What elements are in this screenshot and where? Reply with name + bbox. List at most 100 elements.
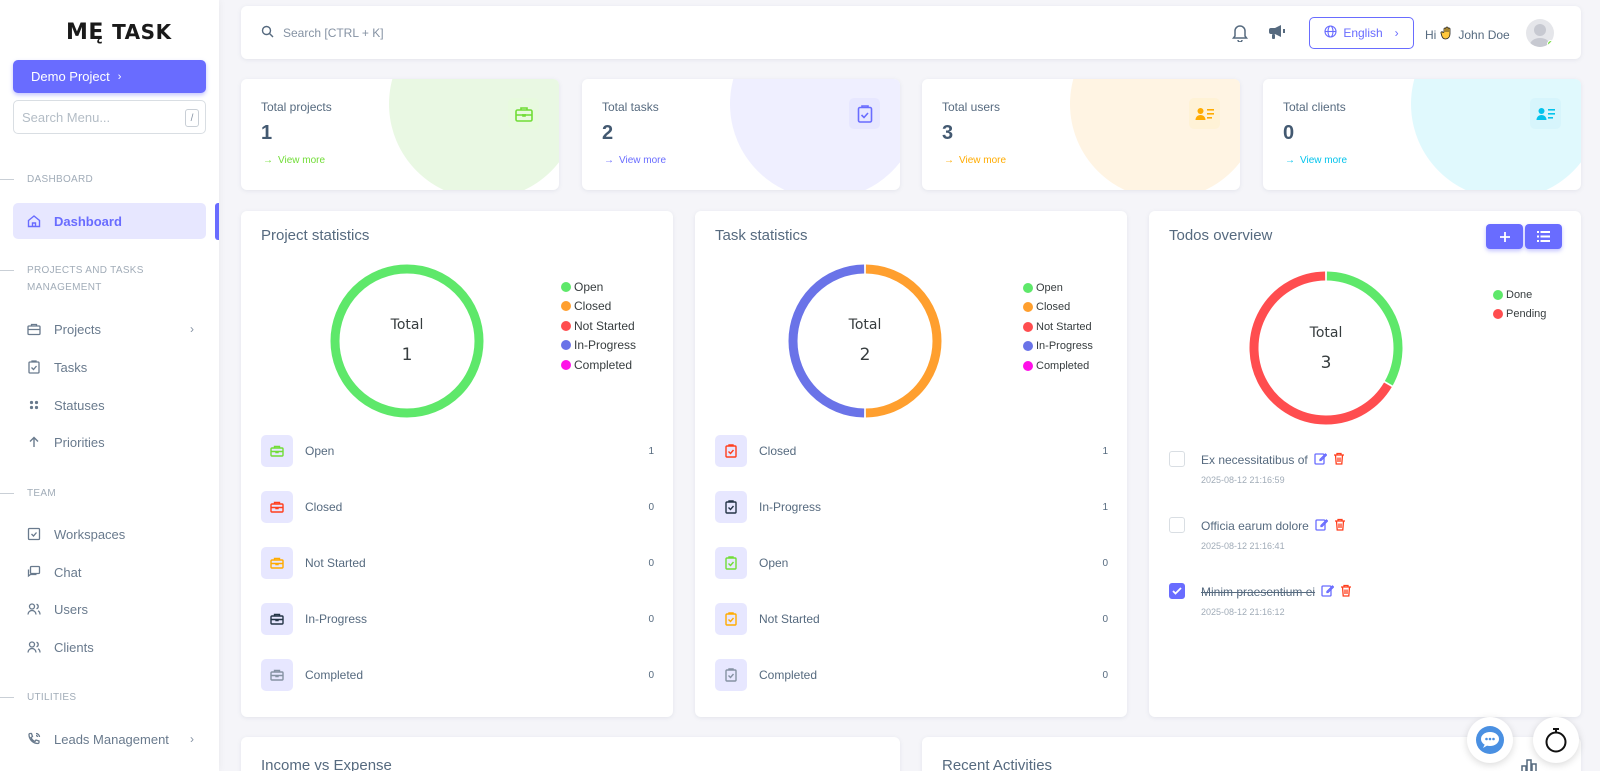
status-row[interactable]: In-Progress 1: [715, 490, 1108, 524]
project-selector-button[interactable]: Demo Project ›: [13, 60, 206, 93]
donut-total-label: Total: [390, 317, 424, 333]
legend-swatch: [1023, 321, 1033, 332]
todo-text-row: Ex necessitatibus of: [1201, 452, 1345, 468]
donut-slice[interactable]: [1326, 271, 1403, 386]
sidebar-item-projects[interactable]: Projects ›: [13, 311, 206, 347]
view-more-link[interactable]: → View more: [263, 155, 326, 166]
sidebar-item-statuses[interactable]: Statuses: [13, 387, 206, 423]
todo-title: Ex necessitatibus of: [1201, 453, 1308, 467]
status-row[interactable]: Completed 0: [715, 658, 1108, 692]
trash-icon[interactable]: [1334, 518, 1346, 534]
status-row[interactable]: Open 0: [715, 546, 1108, 580]
chat-support-button[interactable]: [1467, 717, 1513, 763]
todos-donut-chart: Total 3: [1248, 270, 1404, 426]
donut-total-value: 1: [401, 345, 413, 365]
legend-item[interactable]: Open: [1023, 278, 1093, 298]
todo-checkbox[interactable]: [1169, 451, 1185, 467]
list-icon: [1537, 231, 1550, 242]
stat-value: 0: [1283, 122, 1295, 144]
status-row-count: 0: [648, 557, 654, 569]
timer-button[interactable]: [1533, 717, 1579, 763]
list-todos-button[interactable]: [1525, 224, 1562, 249]
legend-item[interactable]: Closed: [561, 297, 636, 317]
chevron-right-icon: ›: [117, 70, 122, 83]
sidebar-item-users[interactable]: Users: [13, 591, 206, 627]
legend-swatch: [1493, 289, 1503, 300]
sidebar-item-workspaces[interactable]: Workspaces: [13, 516, 206, 552]
status-row[interactable]: In-Progress 0: [261, 602, 654, 636]
status-row-label: Completed: [305, 668, 364, 682]
sidebar-item-leads[interactable]: Leads Management ›: [13, 721, 206, 757]
legend-item[interactable]: In-Progress: [1023, 337, 1093, 357]
briefcase-icon: [261, 547, 293, 579]
view-more-link[interactable]: → View more: [944, 155, 1007, 166]
legend-swatch: [1023, 341, 1033, 352]
chart-legend: Open Closed Not Started In-Progress Complete…: [1023, 278, 1093, 376]
sidebar-item-chat[interactable]: Chat: [13, 554, 206, 590]
sidebar-item-tasks[interactable]: Tasks: [13, 349, 206, 385]
view-more-link[interactable]: → View more: [604, 155, 667, 166]
trash-icon[interactable]: [1333, 452, 1345, 468]
legend-item[interactable]: Not Started: [561, 316, 636, 336]
sidebar-item-priorities[interactable]: Priorities: [13, 424, 206, 460]
menu-search-input[interactable]: Search Menu... /: [13, 100, 206, 134]
bell-icon[interactable]: [1231, 23, 1249, 47]
sidebar-item-label: Users: [54, 601, 88, 617]
donut-slice[interactable]: [865, 264, 942, 418]
sidebar-item-clients[interactable]: Clients: [13, 629, 206, 665]
briefcase-icon: [261, 491, 293, 523]
donut-slice[interactable]: [1249, 271, 1392, 425]
donut-slice[interactable]: [788, 264, 865, 418]
legend-item[interactable]: Done: [1493, 285, 1546, 305]
project-donut-chart: Total 1: [329, 263, 485, 419]
status-row[interactable]: Open 1: [261, 434, 654, 468]
donut-slice[interactable]: [330, 264, 484, 418]
avatar[interactable]: [1526, 19, 1554, 47]
add-todo-button[interactable]: [1486, 224, 1523, 249]
chart-legend: Done Pending: [1493, 285, 1546, 324]
status-row[interactable]: Closed 0: [261, 490, 654, 524]
language-label: English: [1343, 26, 1383, 40]
stat-card-clients: Total clients 0 → View more: [1263, 79, 1581, 190]
todo-checkbox[interactable]: [1169, 583, 1185, 599]
legend-item[interactable]: Completed: [561, 355, 636, 375]
status-row[interactable]: Completed 0: [261, 658, 654, 692]
chevron-right-icon: ›: [1394, 26, 1399, 40]
legend-item[interactable]: Closed: [1023, 298, 1093, 318]
stat-label: Total clients: [1283, 100, 1346, 114]
status-row[interactable]: Not Started 0: [261, 546, 654, 580]
global-search-input[interactable]: Search [CTRL + K]: [261, 25, 384, 41]
edit-icon[interactable]: [1321, 584, 1335, 600]
legend-swatch: [561, 301, 571, 312]
status-row[interactable]: Closed 1: [715, 434, 1108, 468]
legend-item[interactable]: Open: [561, 277, 636, 297]
language-selector[interactable]: English ›: [1309, 17, 1414, 49]
view-more-link[interactable]: → View more: [1285, 155, 1348, 166]
legend-item[interactable]: Completed: [1023, 356, 1093, 376]
search-shortcut-key: /: [185, 109, 199, 127]
status-row[interactable]: Not Started 0: [715, 602, 1108, 636]
legend-label: In-Progress: [1036, 340, 1093, 353]
stat-value: 2: [602, 122, 614, 144]
legend-item[interactable]: Pending: [1493, 305, 1546, 325]
legend-item[interactable]: Not Started: [1023, 317, 1093, 337]
user-greeting: Hi John Doe: [1425, 26, 1510, 43]
arrow-right-icon: →: [1285, 155, 1295, 166]
trash-icon[interactable]: [1340, 584, 1352, 600]
legend-label: Closed: [574, 299, 612, 314]
donut-total-value: 3: [1320, 353, 1332, 373]
project-selector-label: Demo Project: [31, 69, 110, 84]
megaphone-icon[interactable]: [1267, 23, 1287, 46]
greeting-hi: Hi: [1425, 27, 1437, 42]
stat-label: Total tasks: [602, 100, 659, 114]
legend-label: Open: [574, 279, 604, 294]
todo-checkbox[interactable]: [1169, 517, 1185, 533]
edit-icon[interactable]: [1315, 518, 1329, 534]
app-logo[interactable]: MĘ TASK: [66, 20, 172, 45]
sidebar-item-dashboard[interactable]: Dashboard: [13, 203, 206, 239]
status-row-count: 0: [648, 613, 654, 625]
clipboard-check-icon: [715, 435, 747, 467]
legend-item[interactable]: In-Progress: [561, 336, 636, 356]
decorative-blob: [1070, 79, 1240, 190]
edit-icon[interactable]: [1314, 452, 1328, 468]
